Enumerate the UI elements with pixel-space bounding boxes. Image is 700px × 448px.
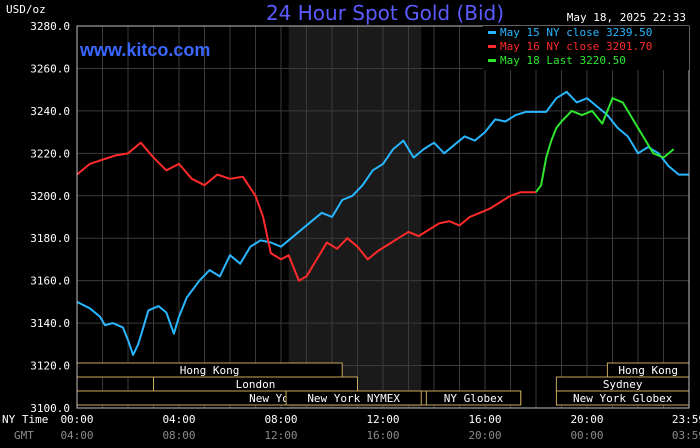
session-label: Hong Kong <box>618 364 678 377</box>
x-tick-label-gmt: 00:00 <box>570 429 603 442</box>
gmt-label: GMT <box>14 429 34 442</box>
session-bar <box>425 390 522 406</box>
session-label: Sydney <box>603 378 643 391</box>
x-tick-label-ny: 16:00 <box>468 413 501 426</box>
units-label: USD/oz <box>6 3 46 16</box>
x-tick-label-gmt: 04:00 <box>60 429 93 442</box>
series-line-3 <box>535 97 675 193</box>
x-tick-label-ny: 23:59 <box>672 413 700 426</box>
series-line-2 <box>76 141 536 282</box>
x-tick-label-gmt: 20:00 <box>468 429 501 442</box>
nymex-shaded-region <box>288 26 422 408</box>
session-label: Hong Kong <box>180 364 240 377</box>
market-sessions: Hong Kong New York Globex London New York N… <box>76 362 690 406</box>
chart-title: 24 Hour Spot Gold (Bid) <box>266 1 504 25</box>
y-tick-label: 3120.0 <box>30 360 70 373</box>
website-link[interactable]: www.kitco.com <box>79 40 210 60</box>
y-axis: 3100.0 3120.0 3140.0 3160.0 3180.0 3200.0 3220… <box>30 20 70 415</box>
x-tick-label-ny: 08:00 <box>264 413 297 426</box>
session-label: London <box>236 378 276 391</box>
y-tick-label: 3220.0 <box>30 147 70 160</box>
x-tick-label-gmt: 16:00 <box>366 429 399 442</box>
legend-swatch <box>488 45 496 48</box>
x-tick-label-ny: 04:00 <box>162 413 195 426</box>
y-tick-label: 3140.0 <box>30 317 70 330</box>
legend-item: May 16 NY close 3201.70 <box>500 40 652 53</box>
y-tick-label: 3240.0 <box>30 105 70 118</box>
x-tick-label-gmt: 12:00 <box>264 429 297 442</box>
series-line-1 <box>76 90 689 356</box>
y-tick-label: 3180.0 <box>30 232 70 245</box>
y-tick-label: 3160.0 <box>30 275 70 288</box>
x-tick-label-gmt: 03:59 <box>672 429 700 442</box>
session-bar <box>285 390 422 406</box>
y-tick-label: 3200.0 <box>30 190 70 203</box>
session-label: NY Globex <box>444 392 504 405</box>
session-label: New York NYMEX <box>307 392 400 405</box>
legend-item: May 18 Last 3220.50 <box>500 54 626 67</box>
x-tick-label-ny: 12:00 <box>366 413 399 426</box>
legend-item: May 15 NY close 3239.50 <box>500 26 652 39</box>
session-label: New York Globex <box>573 392 673 405</box>
plot-border <box>76 25 690 409</box>
legend-box <box>483 26 689 70</box>
legend-swatch <box>488 59 496 62</box>
x-tick-label-gmt: 08:00 <box>162 429 195 442</box>
y-tick-label: 3100.0 <box>30 402 70 415</box>
y-tick-label: 3280.0 <box>30 20 70 33</box>
ny-time-label: NY Time <box>2 413 48 426</box>
legend-swatch <box>488 31 496 34</box>
shaded-region-group <box>288 26 422 408</box>
x-axis: 00:00 04:00 08:00 12:00 16:00 20:00 23:59 04:00… <box>60 413 700 442</box>
x-tick-label-ny: 00:00 <box>60 413 93 426</box>
x-tick-label-ny: 20:00 <box>570 413 603 426</box>
timestamp: May 18, 2025 22:33 <box>567 11 686 24</box>
series-group <box>76 90 689 356</box>
y-tick-label: 3260.0 <box>30 62 70 75</box>
session-bar <box>153 376 358 392</box>
